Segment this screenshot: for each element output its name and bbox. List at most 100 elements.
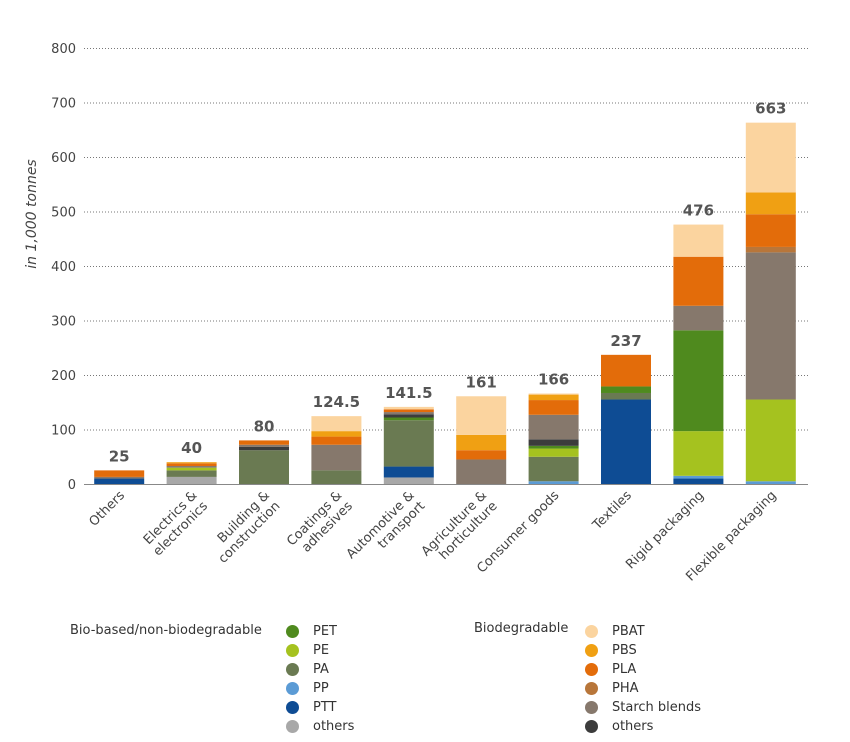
y-tick-label: 100 <box>51 424 76 439</box>
legend-item: PA <box>286 660 329 679</box>
legend-swatch <box>286 682 299 695</box>
bar-segment <box>673 475 724 479</box>
bar-segment <box>166 467 217 471</box>
legend-label: PP <box>313 681 329 696</box>
total-label: 124.5 <box>313 393 360 411</box>
bar-segment <box>601 386 651 393</box>
total-label: 663 <box>755 100 786 118</box>
bar-segment <box>166 463 217 467</box>
bar-segment <box>239 444 289 447</box>
bar-stack <box>239 440 289 484</box>
bar-segment <box>528 394 579 401</box>
y-tick-label: 600 <box>51 151 76 166</box>
total-label: 166 <box>538 371 569 389</box>
y-axis-ticks: 0 100 200 300 400 500 600 700 800 <box>51 42 76 493</box>
bar-stack <box>601 354 651 484</box>
bar-segment <box>601 354 651 387</box>
legend-item: PLA <box>585 660 636 679</box>
legend-label: PLA <box>612 662 637 677</box>
legend-label: PBAT <box>612 624 645 639</box>
legend-swatch <box>585 720 598 733</box>
bar-segment <box>673 478 724 484</box>
bar-segment <box>383 417 434 421</box>
legend-label: Starch blends <box>612 700 702 715</box>
bar-segment <box>528 439 579 446</box>
total-label: 141.5 <box>385 384 432 402</box>
legend-swatch <box>286 720 299 733</box>
bar-segment <box>383 406 434 410</box>
legend-item: PHA <box>585 679 639 698</box>
legend-label: PTT <box>313 700 337 715</box>
legend-label: others <box>313 719 355 734</box>
y-tick-label: 400 <box>51 260 76 275</box>
bar-stack <box>94 470 145 484</box>
bar-segment <box>166 470 217 477</box>
bar-stack <box>166 462 217 484</box>
bar-segment <box>601 392 651 400</box>
total-label: 161 <box>466 373 497 391</box>
bar-segment <box>383 420 434 467</box>
bar-segment <box>94 476 145 479</box>
legend-item: PP <box>286 679 329 698</box>
legend-swatch <box>286 663 299 676</box>
legend-swatch <box>286 701 299 714</box>
bar-segment <box>383 414 434 418</box>
total-label: 237 <box>610 332 641 350</box>
bar-segment <box>745 481 796 484</box>
y-tick-label: 200 <box>51 369 76 384</box>
bar-segment <box>456 459 507 484</box>
bar-stack <box>311 416 362 484</box>
bar-segment <box>383 409 434 413</box>
y-tick-label: 800 <box>51 42 76 57</box>
legend-swatch <box>585 682 598 695</box>
bar-segment <box>311 436 362 445</box>
legend-item: PE <box>286 641 329 660</box>
bar-segment <box>94 478 145 484</box>
total-label: 80 <box>254 417 275 435</box>
bar-segment <box>166 466 217 468</box>
legend-label: PHA <box>612 681 639 696</box>
bar-segment <box>673 431 724 476</box>
bar-segment <box>311 470 362 484</box>
bar-segment <box>528 481 579 484</box>
bar-segment <box>745 252 796 400</box>
bar-segment <box>239 450 289 484</box>
bar-segment <box>673 305 724 331</box>
bars <box>94 122 796 484</box>
bar-segment <box>673 330 724 432</box>
legend-item: PTT <box>286 698 337 717</box>
bar-segment <box>528 400 579 415</box>
bar-stack <box>383 406 434 484</box>
legend-swatch <box>286 625 299 638</box>
bar-stack <box>673 224 724 484</box>
bar-segment <box>311 444 362 471</box>
bar-segment <box>239 446 289 451</box>
legend-label: PA <box>313 662 329 677</box>
bar-segment <box>383 466 434 478</box>
y-tick-label: 0 <box>68 478 76 493</box>
bar-segment <box>528 456 579 482</box>
legend-item: PBS <box>585 641 637 660</box>
total-label: 476 <box>683 202 714 220</box>
bar-stack <box>528 393 579 484</box>
y-axis-label: in 1,000 tonnes <box>24 159 40 268</box>
bar-segment <box>239 440 289 445</box>
legend-swatch <box>585 625 598 638</box>
bar-segment <box>311 431 362 437</box>
legend-swatch <box>585 663 598 676</box>
total-label: 25 <box>109 447 130 465</box>
total-label: 40 <box>181 439 202 457</box>
bar-segment <box>745 192 796 215</box>
legend-group-title-biodegradable: Biodegradable <box>474 621 569 636</box>
legend-group-title-nonbiodegradable: Bio-based/non-biodegradable <box>70 623 262 638</box>
bar-segment <box>166 476 217 484</box>
bar-segment <box>528 445 579 449</box>
bar-segment <box>528 414 579 440</box>
legend-swatch <box>585 644 598 657</box>
legend-label: PBS <box>612 643 637 658</box>
legend-label: PET <box>313 624 337 639</box>
bar-segment <box>456 450 507 460</box>
stacked-bar-chart: 0 100 200 300 400 500 600 700 800 in 1,000 tonne… <box>24 42 808 584</box>
y-tick-label: 500 <box>51 206 76 221</box>
